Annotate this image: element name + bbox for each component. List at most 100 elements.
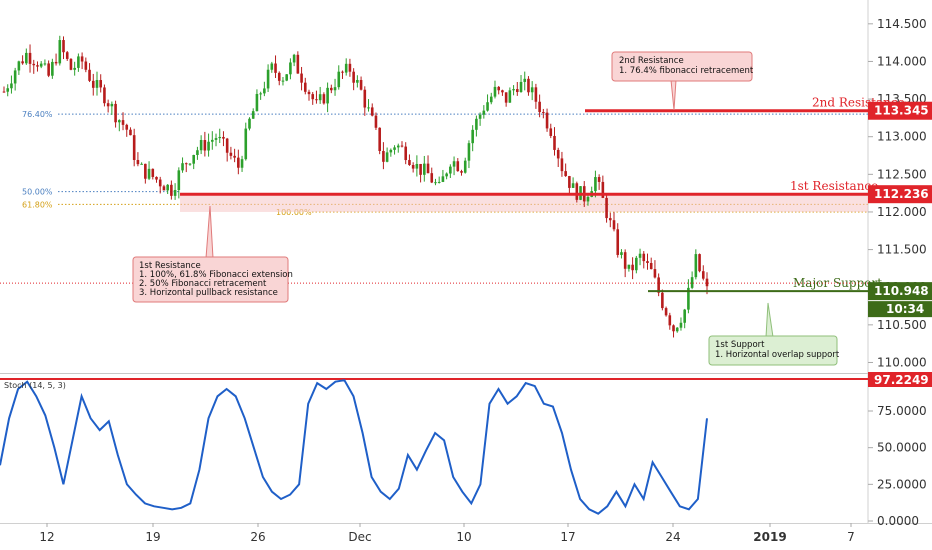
- candle-body: [460, 171, 463, 173]
- second-resistance-title: 2nd Resistance: [619, 56, 684, 66]
- candle-body: [80, 56, 84, 62]
- candle-body: [244, 128, 248, 160]
- candle-body: [177, 170, 181, 190]
- candle-body: [705, 278, 709, 287]
- candle-body: [382, 150, 385, 162]
- candle-body: [701, 271, 705, 279]
- first-resistance-callout[interactable]: 1st Resistance 1. 100%, 61.8% Fibonacci …: [132, 205, 293, 303]
- level-price-tag-text: 110.948: [874, 284, 929, 298]
- candle-body: [564, 171, 567, 177]
- candle-body: [661, 292, 664, 309]
- candle-body: [434, 182, 437, 184]
- candle-body: [103, 87, 106, 104]
- candle-body: [668, 315, 672, 326]
- stoch-title: Stoch (14, 5, 3): [4, 381, 66, 390]
- candle-body: [694, 254, 698, 278]
- candle-body: [516, 89, 519, 93]
- candle-body: [463, 160, 467, 173]
- candle-body: [408, 160, 411, 165]
- candle-body: [601, 181, 605, 198]
- candle-body: [218, 136, 222, 139]
- candle-body: [333, 87, 337, 91]
- candle-body: [259, 93, 262, 95]
- candle-body: [6, 88, 10, 92]
- candle-body: [527, 78, 530, 93]
- candle-body: [255, 93, 259, 112]
- second-resistance-reason: 1. 76.4% fibonacci retracement: [619, 66, 754, 76]
- candle-body: [315, 99, 318, 101]
- candle-body: [184, 163, 188, 165]
- fib-level-label: 61.80%: [22, 200, 53, 209]
- time-axis[interactable]: 12 19 26 Dec 10 17 24 2019 7: [39, 523, 855, 544]
- price-tick-label: 114.000: [877, 54, 927, 68]
- candle-body: [367, 107, 370, 109]
- price-tick-label: 113.000: [877, 130, 927, 144]
- candle-body: [43, 63, 47, 65]
- candle-body: [627, 264, 631, 269]
- time-tag-text: 10:34: [886, 302, 924, 316]
- candle-body: [549, 128, 553, 136]
- candle-body: [274, 63, 277, 73]
- candle-body: [263, 88, 266, 94]
- candle-body: [13, 70, 17, 84]
- candle-body: [140, 163, 143, 165]
- stoch-axis[interactable]: 75.0000 50.0000 25.0000 0.0000: [868, 404, 927, 528]
- fib-level-label: 76.40%: [22, 110, 53, 119]
- candle-body: [415, 163, 419, 169]
- stoch-pane[interactable]: [0, 375, 868, 523]
- first-support-callout[interactable]: 1st Support 1. Horizontal overlap suppor…: [708, 302, 840, 366]
- candle-body: [504, 92, 508, 103]
- candle-body: [337, 71, 341, 88]
- candle-body: [292, 54, 296, 63]
- time-tick-label: 19: [145, 530, 160, 544]
- candle-body: [642, 253, 646, 262]
- candle-body: [69, 58, 73, 70]
- candle-body: [173, 189, 177, 196]
- candle-body: [467, 143, 471, 161]
- candle-body: [437, 181, 441, 183]
- candle-body: [210, 139, 214, 142]
- candle-body: [489, 96, 493, 103]
- candle-body: [303, 82, 307, 92]
- candle-body: [54, 61, 58, 64]
- candle-body: [307, 91, 311, 95]
- candle-body: [586, 196, 590, 202]
- candle-body: [497, 86, 501, 91]
- candle-body: [396, 145, 400, 148]
- candle-body: [657, 277, 660, 293]
- time-tick-label: 10: [456, 530, 471, 544]
- candle-body: [393, 147, 396, 150]
- candle-body: [452, 161, 456, 167]
- candle-body: [475, 118, 478, 130]
- first-support-reason: 1. Horizontal overlap support: [715, 350, 840, 360]
- candle-body: [32, 63, 36, 66]
- price-tick-label: 111.500: [877, 243, 927, 257]
- candle-body: [501, 90, 504, 93]
- candle-body: [318, 94, 322, 101]
- candle-body: [608, 218, 612, 221]
- stoch-value-tag-text: 97.2249: [874, 373, 929, 387]
- first-resistance-title: 1st Resistance: [139, 261, 201, 271]
- candle-body: [289, 62, 292, 75]
- candle-body: [411, 164, 415, 169]
- candle-body: [512, 89, 515, 91]
- price-tick-label: 112.500: [877, 167, 927, 181]
- candle-body: [91, 80, 95, 88]
- candle-body: [330, 87, 333, 91]
- stoch-line: [0, 379, 708, 515]
- candle-body: [575, 183, 579, 200]
- candle-body: [545, 112, 549, 129]
- second-resistance-callout[interactable]: 2nd Resistance 1. 76.4% fibonacci retrac…: [611, 51, 754, 111]
- candle-body: [675, 327, 679, 332]
- candle-body: [88, 69, 91, 81]
- candle-body: [649, 263, 653, 270]
- candle-body: [203, 140, 207, 151]
- candle-body: [631, 264, 634, 271]
- time-tick-label: Dec: [348, 530, 371, 544]
- candle-body: [73, 67, 76, 70]
- first-resistance-reason-2: 2. 50% Fibonacci retracement: [139, 279, 267, 289]
- candle-body: [419, 163, 422, 175]
- candle-body: [352, 71, 355, 83]
